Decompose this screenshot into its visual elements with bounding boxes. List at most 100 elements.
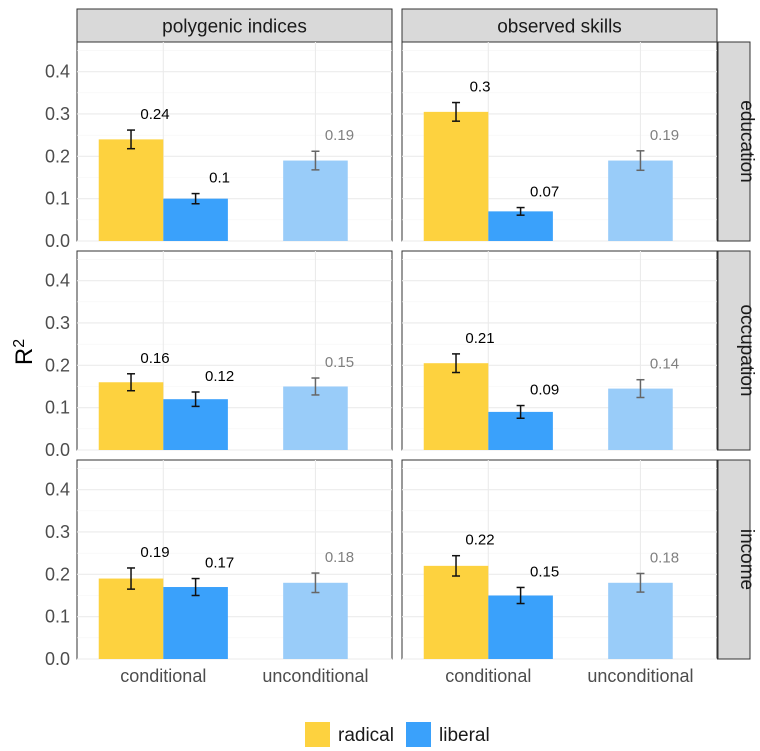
value-label-radical: 0.16 <box>140 350 169 367</box>
error-bar-unconditional <box>311 377 320 396</box>
y-tick-label: 0.0 <box>45 231 70 251</box>
value-label-radical: 0.21 <box>465 330 494 347</box>
strip-row-0 <box>717 41 751 242</box>
value-label-liberal: 0.15 <box>530 563 559 580</box>
value-label-unconditional: 0.15 <box>325 354 354 371</box>
bar-unconditional <box>283 160 348 241</box>
strip-row-label-2: income <box>736 529 757 590</box>
panel-occupation-1: 0.21 0.09 0.14 <box>401 250 718 451</box>
strip-column-label-1: observed skills <box>497 17 622 38</box>
error-bar-liberal <box>516 404 525 419</box>
value-label-unconditional: 0.14 <box>650 356 679 373</box>
value-label-unconditional: 0.18 <box>325 549 354 566</box>
value-label-unconditional: 0.18 <box>650 549 679 566</box>
y-tick-label: 0.2 <box>45 564 70 584</box>
value-label-liberal: 0.12 <box>205 368 234 385</box>
bar-liberal <box>163 399 228 450</box>
bar-radical <box>423 565 489 659</box>
bar-unconditional <box>608 388 673 450</box>
y-tick-label: 0.0 <box>45 649 70 669</box>
error-bar-liberal <box>191 192 200 205</box>
error-bar-radical <box>452 353 461 374</box>
legend-key-radical <box>305 722 330 747</box>
bar-unconditional <box>608 582 673 659</box>
value-label-liberal: 0.17 <box>205 555 234 572</box>
error-bar-radical <box>127 373 136 392</box>
error-bar-liberal <box>191 577 200 597</box>
bar-unconditional <box>283 386 348 450</box>
y-tick-label: 0.2 <box>45 146 70 166</box>
y-tick-label: 0.4 <box>45 271 70 291</box>
y-tick-label: 0.1 <box>45 189 70 209</box>
y-tick-label: 0.3 <box>45 104 70 124</box>
value-label-radical: 0.24 <box>140 106 169 123</box>
strip-column-0 <box>76 8 393 43</box>
legend-label-radical: radical <box>338 725 394 746</box>
panel-income-1: 0.22 0.15 0.18 <box>401 459 718 660</box>
y-axis-tick-labels: 0.0 0.1 0.2 0.3 0.4 0.0 0.1 0.2 0.3 0.4 0.0 0.1 0.2 0… <box>45 62 70 669</box>
strip-column-1 <box>401 8 718 43</box>
value-label-radical: 0.22 <box>465 532 494 549</box>
legend-key-liberal <box>406 722 431 747</box>
x-tick-label-conditional: conditional <box>445 666 531 686</box>
strip-row-1 <box>717 250 751 451</box>
legend-label-liberal: liberal <box>439 725 490 746</box>
y-axis-title: R2 <box>11 339 39 365</box>
y-tick-label: 0.4 <box>45 480 70 500</box>
bar-radical <box>98 578 164 659</box>
y-axis-title-superscript: 2 <box>11 339 28 348</box>
error-bar-radical <box>452 101 461 122</box>
error-bar-unconditional <box>636 150 645 172</box>
error-bar-unconditional <box>636 378 645 399</box>
strip-row-label-1: occupation <box>736 305 757 397</box>
value-label-unconditional: 0.19 <box>325 127 354 144</box>
value-label-unconditional: 0.19 <box>650 127 679 144</box>
panel-occupation-0: 0.16 0.12 0.15 <box>76 250 393 451</box>
error-bar-unconditional <box>636 572 645 593</box>
row-strips: education occupation income <box>717 41 757 660</box>
x-axis-tick-labels: conditional unconditional conditional uncon… <box>120 666 693 686</box>
y-tick-label: 0.4 <box>45 62 70 82</box>
y-axis-title-base: R <box>11 348 38 365</box>
strip-row-2 <box>717 459 751 660</box>
y-tick-label: 0.1 <box>45 607 70 627</box>
y-tick-label: 0.2 <box>45 355 70 375</box>
bar-radical <box>98 139 164 241</box>
bar-liberal <box>163 198 228 241</box>
error-bar-radical <box>127 567 136 590</box>
error-bar-unconditional <box>311 572 320 594</box>
bar-liberal <box>488 595 553 659</box>
y-tick-label: 0.3 <box>45 522 70 542</box>
error-bar-radical <box>452 554 461 577</box>
error-bar-radical <box>127 129 136 150</box>
y-tick-label: 0.0 <box>45 440 70 460</box>
error-bar-liberal <box>516 586 525 605</box>
panel-income-0: 0.19 0.17 0.18 <box>76 459 393 660</box>
panel-education-0: 0.24 0.1 0.19 <box>76 41 393 242</box>
strip-row-label-0: education <box>736 100 757 182</box>
x-tick-label-unconditional: unconditional <box>262 666 368 686</box>
strip-column-label-0: polygenic indices <box>162 17 307 38</box>
value-label-liberal: 0.09 <box>530 382 559 399</box>
y-tick-label: 0.1 <box>45 398 70 418</box>
value-label-liberal: 0.1 <box>209 170 230 187</box>
bar-radical <box>98 382 164 450</box>
x-tick-label-conditional: conditional <box>120 666 206 686</box>
panels: 0.240.10.190.30.070.190.160.120.150.210.… <box>76 41 718 660</box>
column-strips: polygenic indices observed skills <box>76 8 718 43</box>
error-bar-unconditional <box>311 150 320 171</box>
legend: radical liberal <box>305 722 490 747</box>
panel-education-1: 0.3 0.07 0.19 <box>401 41 718 242</box>
bar-liberal <box>163 587 228 659</box>
bar-radical <box>423 363 489 450</box>
value-label-radical: 0.3 <box>470 79 491 96</box>
x-tick-label-unconditional: unconditional <box>587 666 693 686</box>
value-label-liberal: 0.07 <box>530 184 559 201</box>
bar-radical <box>423 111 489 242</box>
error-bar-liberal <box>191 391 200 408</box>
error-bar-liberal <box>516 206 525 216</box>
value-label-radical: 0.19 <box>140 544 169 561</box>
bar-unconditional <box>283 582 348 659</box>
bar-liberal <box>488 211 553 241</box>
